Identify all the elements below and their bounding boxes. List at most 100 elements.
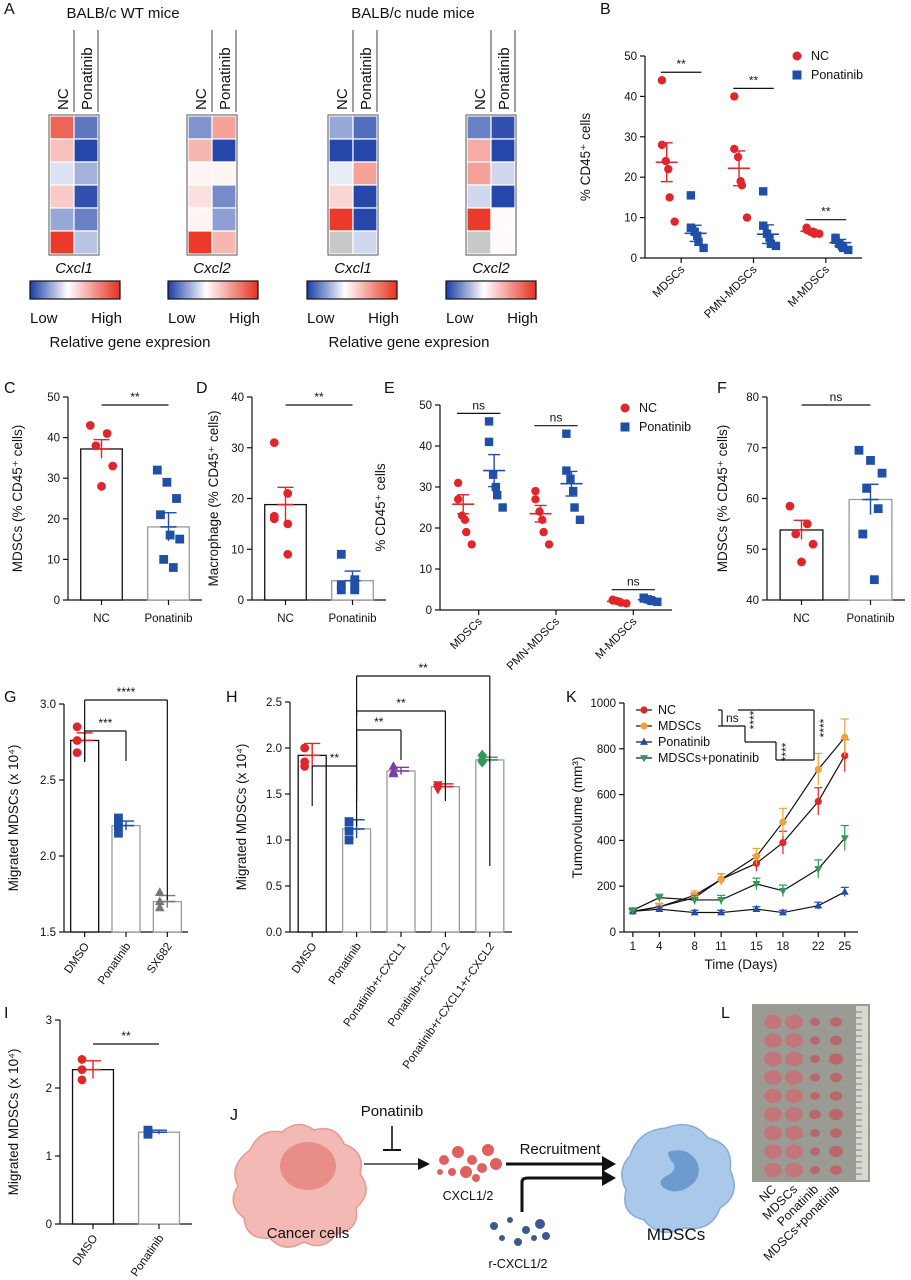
data-point	[873, 504, 883, 514]
recombinant-dot	[499, 1235, 505, 1241]
y-tick-label: 1	[46, 1151, 52, 1163]
data-point	[467, 540, 476, 549]
panel-label: L	[721, 1005, 730, 1022]
tumor	[785, 1051, 803, 1067]
data-point	[300, 743, 310, 753]
legend-marker	[792, 51, 802, 61]
x-tick-label: M-MDSCs	[593, 615, 639, 661]
column-label: NC	[193, 88, 210, 110]
data-point	[733, 152, 743, 162]
x-tick-label: NC	[793, 613, 810, 625]
x-tick-label: Ponatinib	[329, 613, 377, 625]
arrowhead	[602, 1156, 616, 1172]
heatmap-cell	[73, 184, 99, 209]
color-scale-bar	[167, 280, 259, 300]
heatmap-cell	[466, 161, 492, 186]
legend-label: Ponatinib	[811, 68, 863, 82]
panel-e: E 0 10 20 30 40 50 % CD45⁺ cells MDSCs ns PMN-MDSC…	[373, 380, 691, 673]
legend-label: MDSCs	[658, 719, 701, 733]
x-tick-label: MDSCs	[651, 263, 688, 300]
data-point	[159, 555, 169, 564]
heatmap-cell	[73, 138, 99, 163]
tumor	[810, 1073, 820, 1082]
y-axis-label: Migrated MDSCs (x 10⁴)	[234, 744, 249, 891]
x-tick-label: 8	[691, 941, 697, 953]
data-point	[778, 887, 787, 896]
significance-label: **	[396, 696, 406, 710]
heatmap-cell	[466, 115, 492, 140]
heatmap-cell	[211, 138, 237, 163]
heatmap-cell	[352, 138, 378, 163]
data-point	[841, 752, 849, 760]
nucleus	[280, 1142, 336, 1190]
heatmap-cell	[73, 115, 99, 140]
mdsc-label: MDSCs	[647, 1225, 706, 1244]
panel-j: J Cancer cells Ponatinib CXCL1/2 Recruitment…	[230, 1103, 735, 1271]
y-tick-label: 1.5	[40, 927, 56, 939]
data-point	[570, 503, 579, 512]
tumor	[764, 1014, 782, 1030]
data-point	[344, 826, 354, 836]
heatmap-cell	[328, 230, 354, 255]
data-point	[664, 164, 673, 174]
heatmap-frame	[465, 114, 517, 256]
y-tick-label: 30	[231, 443, 244, 455]
x-tick-label: Ponatinib	[327, 941, 364, 987]
y-tick-label: 80	[746, 392, 759, 404]
tumor	[810, 1166, 820, 1174]
chemokine-dot	[439, 1155, 449, 1165]
recombinant-dot	[514, 1238, 522, 1246]
data-point	[336, 580, 346, 590]
legend-label: NC	[658, 703, 676, 717]
data-point	[869, 575, 879, 585]
data-point	[175, 534, 185, 544]
panel-b: B 0 10 20 30 40 50 % CD45⁺ cells MDSCs ** PMN-MDSC…	[578, 1, 863, 321]
tumor	[830, 1035, 842, 1046]
tumor	[785, 1107, 803, 1122]
data-point	[477, 756, 488, 768]
data-point	[492, 491, 502, 500]
bar	[341, 828, 372, 933]
x-tick-label: DMSO	[71, 1233, 101, 1268]
data-point	[814, 765, 822, 774]
y-tick-label: 0	[238, 595, 244, 607]
series-line	[632, 891, 846, 914]
tumor	[809, 1109, 821, 1120]
scale-low-label: Low	[446, 310, 474, 327]
data-point	[154, 902, 165, 912]
y-tick-label: 60	[746, 494, 759, 506]
data-point	[840, 835, 849, 843]
significance-label: **	[676, 57, 686, 71]
data-point	[72, 722, 82, 732]
bar	[71, 1068, 115, 1225]
scale-low-label: Low	[168, 310, 196, 327]
panel-label: G	[4, 689, 16, 706]
data-point	[752, 904, 761, 912]
y-tick-label: 10	[231, 544, 244, 556]
data-point	[336, 585, 346, 595]
x-tick-label: 1	[630, 941, 636, 953]
recruitment-label: Recruitment	[520, 1141, 602, 1158]
data-point	[814, 866, 823, 874]
data-point	[858, 529, 868, 539]
data-point	[143, 1129, 153, 1139]
chemokine-label: CXCL1/2	[443, 1189, 494, 1203]
tumor	[764, 1107, 782, 1122]
data-point	[283, 489, 293, 498]
data-point	[841, 733, 849, 741]
heatmap-cell	[49, 230, 75, 255]
column-label: NC	[55, 88, 72, 110]
data-point	[531, 495, 540, 504]
significance-label: **	[374, 715, 384, 729]
mdsc-nucleus	[660, 1150, 699, 1192]
heatmap-cell	[49, 115, 75, 140]
data-point	[752, 852, 761, 861]
y-tick-label: 40	[746, 595, 759, 607]
data-point	[172, 494, 181, 503]
scale-high-label: High	[91, 310, 122, 327]
y-tick-label: 20	[419, 523, 432, 535]
chemokine-dot	[452, 1146, 464, 1158]
column-label: Ponatinib	[358, 47, 375, 110]
legend-label: NC	[639, 401, 657, 415]
y-tick-label: 20	[624, 172, 637, 184]
